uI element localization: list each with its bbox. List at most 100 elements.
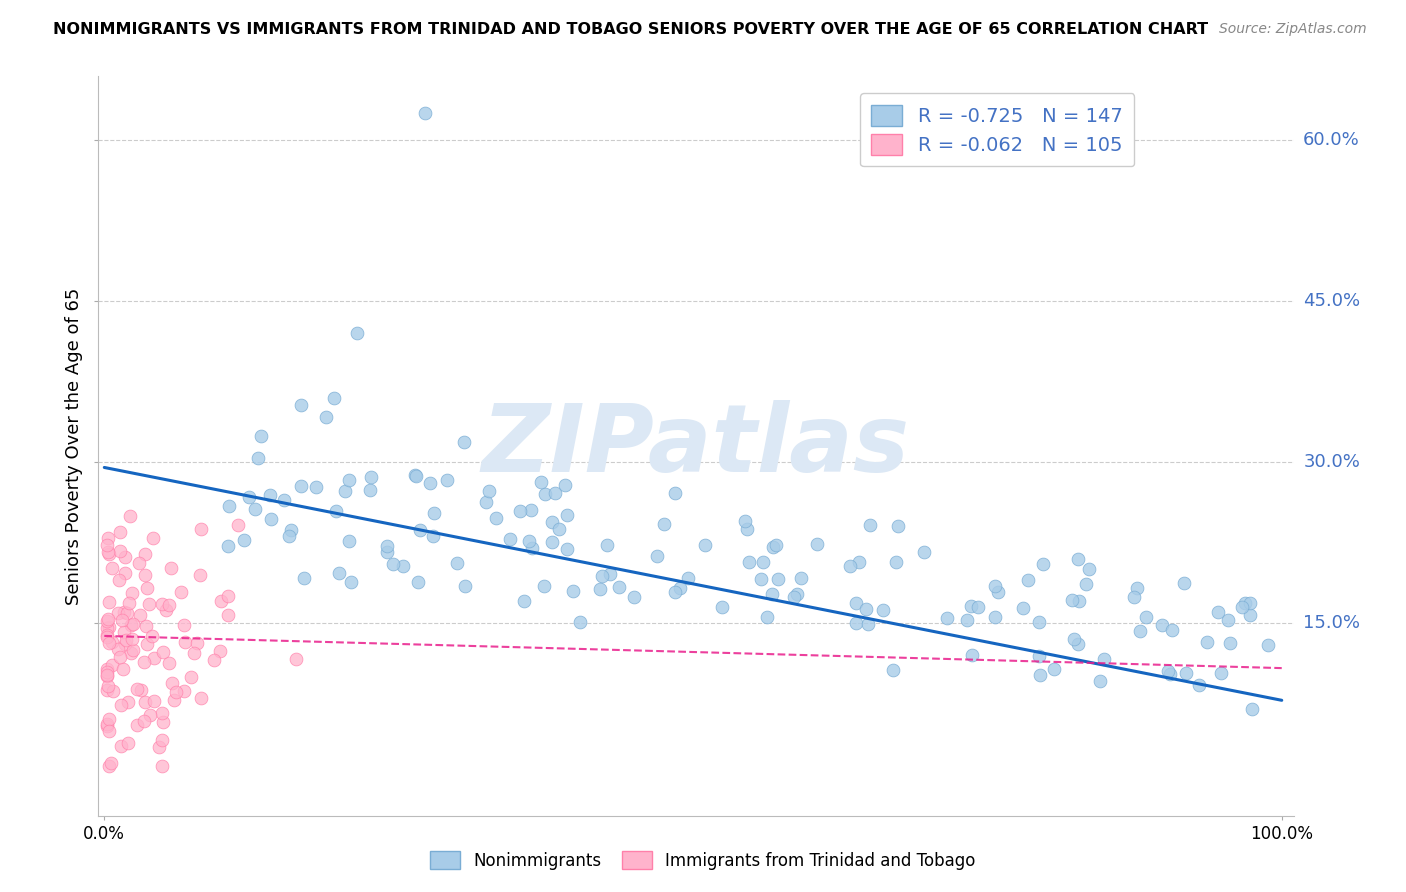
Point xyxy=(98,712,121,726)
Point xyxy=(607,580,630,594)
Point xyxy=(96,630,118,644)
Point xyxy=(96,628,118,642)
Point xyxy=(589,582,612,596)
Point xyxy=(453,434,475,449)
Point xyxy=(1043,662,1066,676)
Point xyxy=(568,615,591,630)
Point xyxy=(790,571,813,585)
Point xyxy=(98,620,121,634)
Point xyxy=(591,569,613,583)
Point xyxy=(762,540,785,554)
Point xyxy=(157,598,180,612)
Point xyxy=(530,475,553,490)
Point xyxy=(1216,613,1239,627)
Point xyxy=(1011,600,1033,615)
Point xyxy=(1028,615,1050,630)
Point xyxy=(872,603,894,617)
Point xyxy=(209,594,232,608)
Point xyxy=(150,598,173,612)
Point xyxy=(664,585,686,599)
Point xyxy=(1123,590,1146,604)
Point xyxy=(377,539,399,553)
Point xyxy=(475,494,498,508)
Point xyxy=(114,566,136,581)
Point xyxy=(118,509,141,524)
Point xyxy=(134,547,156,561)
Point xyxy=(315,409,337,424)
Point xyxy=(1159,667,1181,681)
Point xyxy=(541,534,564,549)
Point xyxy=(186,636,208,650)
Point xyxy=(1234,596,1257,610)
Point xyxy=(987,585,1010,599)
Point xyxy=(786,587,808,601)
Point xyxy=(1135,610,1157,624)
Point xyxy=(517,534,540,549)
Point xyxy=(107,606,129,620)
Point xyxy=(555,542,578,557)
Point xyxy=(912,545,935,559)
Point xyxy=(260,512,283,526)
Point xyxy=(292,571,315,585)
Point xyxy=(734,514,756,528)
Point xyxy=(561,584,583,599)
Point xyxy=(322,391,344,405)
Point xyxy=(1160,623,1182,637)
Point xyxy=(534,487,557,501)
Point xyxy=(1173,575,1195,590)
Point xyxy=(555,508,578,522)
Point xyxy=(1090,674,1112,689)
Point xyxy=(150,733,173,747)
Text: Source: ZipAtlas.com: Source: ZipAtlas.com xyxy=(1219,22,1367,37)
Point xyxy=(956,613,979,627)
Point xyxy=(141,629,163,643)
Point xyxy=(478,483,501,498)
Point xyxy=(188,568,211,582)
Point xyxy=(128,557,150,571)
Point xyxy=(170,585,193,599)
Point xyxy=(232,533,254,548)
Point xyxy=(936,611,959,625)
Point xyxy=(118,596,141,610)
Point xyxy=(664,485,686,500)
Point xyxy=(150,759,173,773)
Point xyxy=(101,561,124,575)
Point xyxy=(122,616,145,631)
Point xyxy=(654,516,676,531)
Point xyxy=(519,503,541,517)
Point xyxy=(143,694,166,708)
Point xyxy=(1157,664,1180,678)
Point xyxy=(157,656,180,670)
Text: ZIPatlas: ZIPatlas xyxy=(482,400,910,492)
Point xyxy=(340,574,363,589)
Point xyxy=(1067,594,1090,608)
Point xyxy=(217,589,239,603)
Point xyxy=(238,490,260,504)
Point xyxy=(160,675,183,690)
Point xyxy=(135,637,157,651)
Point xyxy=(97,759,120,773)
Point xyxy=(143,651,166,665)
Point xyxy=(806,536,828,550)
Point xyxy=(190,690,212,705)
Point xyxy=(446,557,468,571)
Point xyxy=(259,488,281,502)
Point xyxy=(96,719,118,733)
Point xyxy=(596,539,619,553)
Point xyxy=(97,531,120,545)
Point xyxy=(735,522,758,536)
Point xyxy=(218,500,240,514)
Point xyxy=(217,539,239,553)
Point xyxy=(101,635,124,649)
Point xyxy=(554,478,576,492)
Point xyxy=(540,515,562,529)
Point xyxy=(110,698,132,713)
Point xyxy=(190,522,212,536)
Point xyxy=(96,716,118,731)
Y-axis label: Seniors Poverty Over the Age of 65: Seniors Poverty Over the Age of 65 xyxy=(65,287,83,605)
Point xyxy=(404,468,426,483)
Point xyxy=(96,661,118,675)
Point xyxy=(122,643,145,657)
Point xyxy=(114,637,136,651)
Point xyxy=(273,493,295,508)
